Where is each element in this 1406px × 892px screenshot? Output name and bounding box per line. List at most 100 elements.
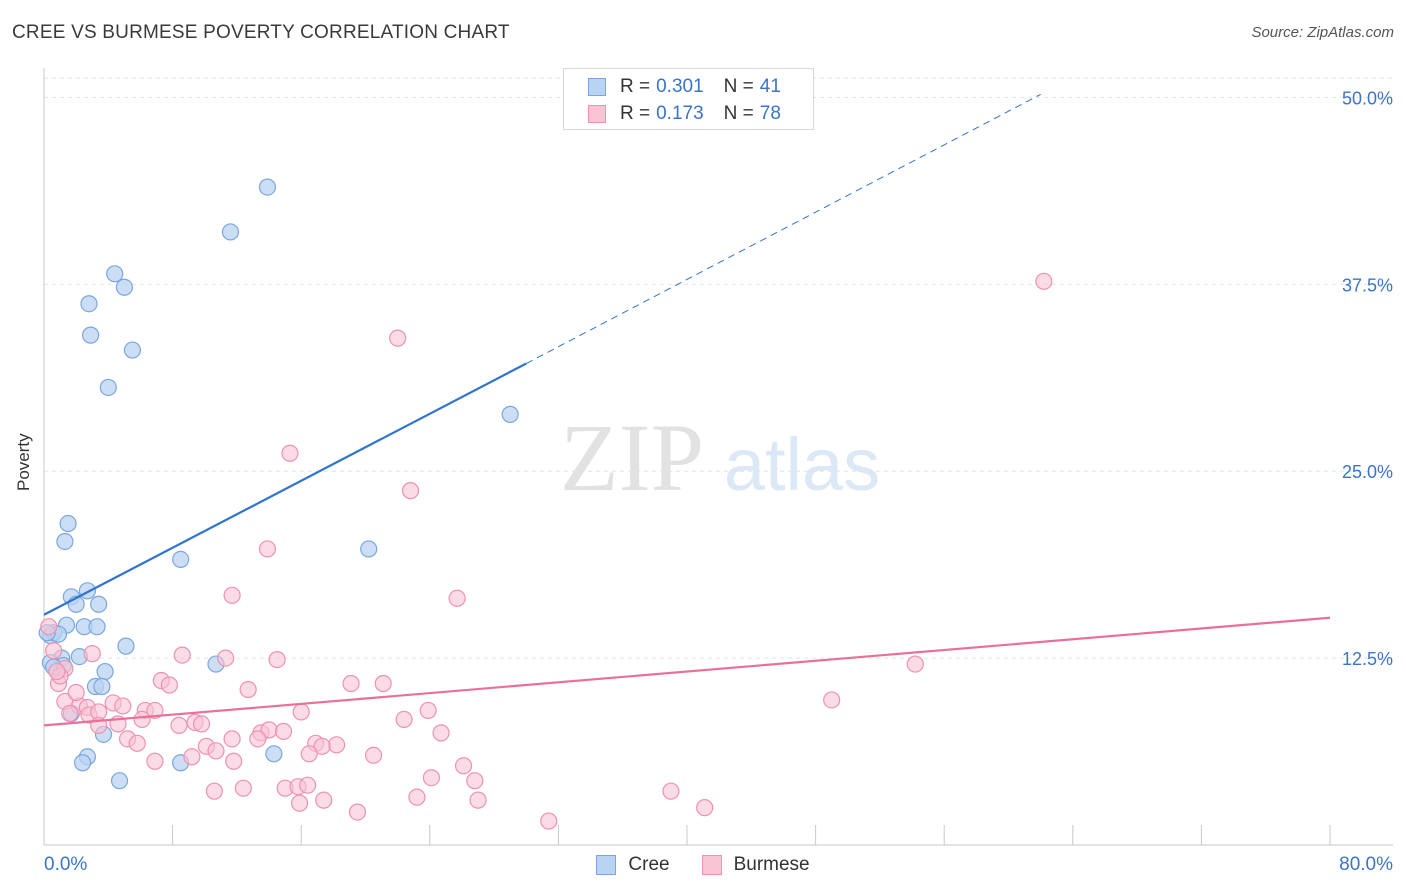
cree-point-0 (258, 178, 277, 196)
burmese-point-53 (313, 737, 331, 755)
burmese-point-72 (348, 803, 367, 821)
cree-point-30 (96, 662, 114, 681)
burmese-point-32 (419, 701, 437, 720)
x-tick-label-right: 80.0% (1339, 854, 1393, 875)
burmese-point-10 (173, 646, 191, 664)
burmese-point-55 (300, 745, 318, 763)
cree-point-9 (59, 514, 77, 533)
burmese-legend-swatch (701, 855, 722, 875)
burmese-point-59 (454, 757, 473, 775)
cree-point-8 (501, 405, 519, 423)
cree-point-16 (90, 595, 108, 613)
legend-item-burmese[interactable]: Burmese (701, 854, 810, 876)
burmese-point-73 (696, 799, 714, 817)
cree-point-13 (78, 582, 97, 600)
burmese-point-25 (114, 697, 132, 715)
y-tick-label-0: 12.5% (1342, 649, 1393, 669)
y-tick-label-2: 37.5% (1342, 275, 1393, 295)
cree-point-36 (73, 754, 92, 772)
burmese-point-74 (540, 812, 558, 830)
cree-point-6 (123, 341, 142, 359)
burmese-point-77 (67, 683, 85, 702)
burmese-point-27 (146, 701, 164, 720)
burmese-point-70 (315, 791, 333, 809)
burmese-point-2 (281, 444, 299, 462)
legend-item-cree[interactable]: Cree (596, 854, 670, 876)
cree-trend-extension (526, 93, 1041, 364)
cree-point-4 (80, 295, 98, 313)
burmese-point-16 (160, 676, 178, 694)
cree-trend-line (43, 362, 527, 616)
legend-row-cree: R = 0.301 N = 41 (588, 75, 781, 99)
cree-point-39 (110, 772, 129, 790)
watermark-atlas: atlas (724, 423, 880, 506)
burmese-point-20 (239, 680, 257, 699)
burmese-legend-label: Burmese (733, 854, 810, 875)
burmese-point-60 (422, 769, 441, 787)
cree-point-12 (360, 540, 378, 558)
y-tick-labels: 12.5% 25.0% 37.5% 50.0% (1342, 88, 1393, 669)
stats-legend: R = 0.301 N = 41 R = 0.173 N = 78 (563, 68, 814, 130)
burmese-point-54 (364, 746, 383, 764)
burmese-point-38 (170, 716, 188, 734)
cree-point-23 (117, 637, 135, 655)
burmese-point-76 (48, 662, 66, 681)
cree-point-38 (265, 745, 283, 763)
cree-point-7 (99, 378, 117, 397)
watermark-zip: ZIP (560, 404, 704, 511)
y-axis-label-text: Poverty (14, 433, 33, 491)
cree-point-2 (106, 265, 124, 283)
cree-legend-swatch (596, 855, 617, 875)
cree-point-5 (82, 326, 100, 344)
burmese-point-71 (469, 791, 487, 809)
r-label: R = (620, 103, 651, 124)
burmese-point-57 (146, 752, 164, 770)
source-label: Source: ZipAtlas.com (1251, 24, 1394, 41)
burmese-point-52 (327, 736, 346, 754)
burmese-point-7 (40, 618, 58, 636)
burmese-point-67 (662, 782, 680, 800)
burmese-point-69 (290, 794, 309, 812)
cree-point-3 (115, 278, 133, 296)
burmese-trend-line (43, 616, 1331, 727)
burmese-point-1 (389, 329, 407, 347)
axes (43, 68, 1393, 846)
cree-point-32 (93, 677, 111, 696)
burmese-point-45 (223, 730, 241, 748)
burmese-swatch (588, 105, 606, 123)
cree-point-1 (221, 223, 240, 241)
burmese-point-43 (274, 722, 293, 740)
burmese-point-61 (466, 772, 484, 790)
burmese-point-5 (223, 586, 241, 604)
zipatlas-watermark: ZIP atlas (560, 404, 880, 511)
burmese-point-65 (205, 782, 223, 800)
y-tick-label-3: 50.0% (1342, 88, 1393, 108)
cree-point-19 (88, 618, 106, 636)
burmese-point-58 (225, 752, 243, 770)
burmese-point-68 (408, 788, 426, 806)
n-label: N = (723, 76, 754, 97)
r-label: R = (620, 76, 651, 97)
burmese-point-34 (133, 710, 151, 729)
n-label: N = (723, 103, 754, 124)
burmese-point-50 (207, 742, 225, 760)
burmese-series (40, 272, 1053, 830)
burmese-point-46 (249, 730, 267, 748)
burmese-point-66 (234, 779, 252, 797)
cree-point-11 (172, 550, 190, 569)
y-tick-label-1: 25.0% (1342, 462, 1393, 482)
cree-r-value: 0.301 (656, 76, 704, 97)
series-legend: Cree Burmese (0, 852, 1406, 878)
burmese-point-33 (823, 691, 841, 709)
burmese-point-4 (258, 540, 277, 558)
burmese-point-11 (217, 649, 235, 667)
burmese-n-value: 78 (759, 103, 781, 124)
burmese-point-40 (192, 715, 211, 733)
x-tick-label-left: 0.0% (44, 854, 87, 875)
burmese-r-value: 0.173 (656, 103, 704, 124)
burmese-point-28 (61, 704, 79, 723)
legend-row-burmese: R = 0.173 N = 78 (588, 102, 781, 126)
burmese-point-13 (906, 655, 924, 673)
burmese-point-6 (448, 589, 466, 607)
cree-n-value: 41 (759, 76, 781, 97)
